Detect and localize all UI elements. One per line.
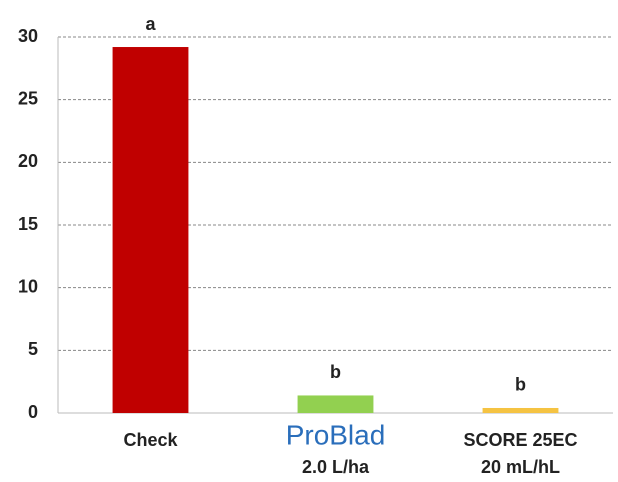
y-tick-label: 10: [18, 276, 38, 296]
y-tick-label: 0: [28, 402, 38, 422]
y-tick-label: 5: [28, 339, 38, 359]
bar: [297, 395, 374, 413]
annotation: a: [145, 14, 156, 34]
annotation: b: [330, 362, 341, 382]
x-tick-label: SCORE 25EC: [463, 430, 577, 450]
y-tick-label: 15: [18, 214, 38, 234]
x-tick-label: Check: [123, 430, 178, 450]
bar: [482, 407, 559, 413]
bar: [112, 47, 189, 413]
y-tick-label: 30: [18, 26, 38, 46]
x-tick-sublabel: 20 mL/hL: [481, 457, 560, 477]
x-tick-label: ProBlad: [286, 419, 386, 450]
y-tick-label: 25: [18, 88, 38, 108]
x-tick-sublabel: 2.0 L/ha: [302, 457, 370, 477]
y-tick-label: 20: [18, 151, 38, 171]
annotation: b: [515, 375, 526, 395]
